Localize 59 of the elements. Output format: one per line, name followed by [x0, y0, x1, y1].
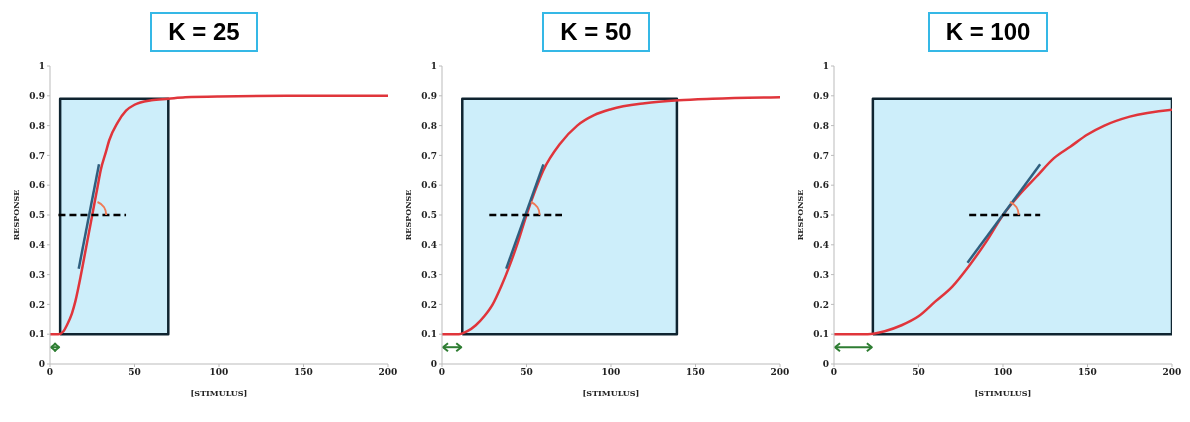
- y-axis-title: RESPONSE: [794, 189, 805, 241]
- x-tick-label: 100: [993, 367, 1013, 378]
- chart-title: K = 50: [542, 12, 650, 52]
- chart-title: K = 100: [927, 12, 1049, 52]
- y-tick-label: 0.4: [813, 240, 829, 250]
- y-tick-label: 0.9: [813, 90, 829, 101]
- y-tick-label: 0.8: [813, 120, 829, 131]
- y-tick-label: 1: [38, 61, 45, 72]
- x-tick-label: 150: [686, 367, 705, 378]
- x-tick-label: 200: [770, 367, 790, 378]
- y-tick-label: 0.8: [421, 120, 437, 131]
- x-axis-title: [STIMULUS]: [974, 388, 1032, 398]
- x-tick-label: 150: [294, 367, 313, 378]
- y-tick-label: 0.1: [29, 329, 45, 340]
- y-tick-label: 0.2: [29, 299, 45, 310]
- y-tick-label: 0.2: [813, 299, 829, 310]
- x-tick-label: 50: [128, 367, 141, 378]
- line-series: [442, 96, 780, 336]
- x-tick-label: 200: [378, 367, 398, 378]
- x-tick-label: 100: [601, 367, 621, 378]
- y-tick-label: 0.5: [813, 210, 829, 221]
- y-tick-label: 0.3: [421, 269, 437, 280]
- y-tick-label: 0.5: [29, 210, 45, 221]
- x-tick-label: 0: [438, 367, 446, 378]
- y-tick-label: 0.7: [29, 150, 45, 161]
- y-tick-label: 0.9: [29, 90, 45, 101]
- y-tick-label: 0: [430, 359, 437, 370]
- y-tick-label: 0: [822, 359, 829, 370]
- x-tick-label: 50: [520, 367, 533, 378]
- y-tick-label: 0.4: [421, 240, 437, 250]
- y-tick-label: 0.1: [421, 329, 437, 340]
- y-tick-label: 0.8: [29, 120, 45, 131]
- x-axis-title: [STIMULUS]: [190, 388, 248, 398]
- line-series: [50, 94, 388, 336]
- x-axis-title: [STIMULUS]: [582, 388, 640, 398]
- chart-title: K = 25: [150, 12, 258, 52]
- y-tick-label: 0.9: [421, 90, 437, 101]
- y-axis-title: RESPONSE: [402, 189, 413, 241]
- x-tick-label: 0: [46, 367, 54, 378]
- y-tick-label: 0.1: [813, 329, 829, 340]
- x-tick-label: 150: [1078, 367, 1097, 378]
- y-tick-label: 0.6: [421, 180, 437, 191]
- y-axis-title: RESPONSE: [10, 189, 21, 241]
- y-tick-label: 0.3: [29, 269, 45, 280]
- x-tick-label: 50: [912, 367, 925, 378]
- y-tick-label: 0.7: [813, 150, 829, 161]
- y-tick-label: 0: [38, 359, 45, 370]
- y-tick-label: 0.6: [813, 180, 829, 191]
- x-tick-label: 200: [1162, 367, 1182, 378]
- x-tick-label: 0: [830, 367, 838, 378]
- y-tick-label: 0.2: [421, 299, 437, 310]
- y-tick-label: 1: [822, 61, 829, 72]
- y-tick-label: 0.6: [29, 180, 45, 191]
- y-tick-label: 0.7: [421, 150, 437, 161]
- y-tick-label: 1: [430, 61, 437, 72]
- y-tick-label: 0.5: [421, 210, 437, 221]
- y-tick-label: 0.3: [813, 269, 829, 280]
- x-tick-label: 100: [209, 367, 229, 378]
- y-tick-label: 0.4: [29, 240, 45, 250]
